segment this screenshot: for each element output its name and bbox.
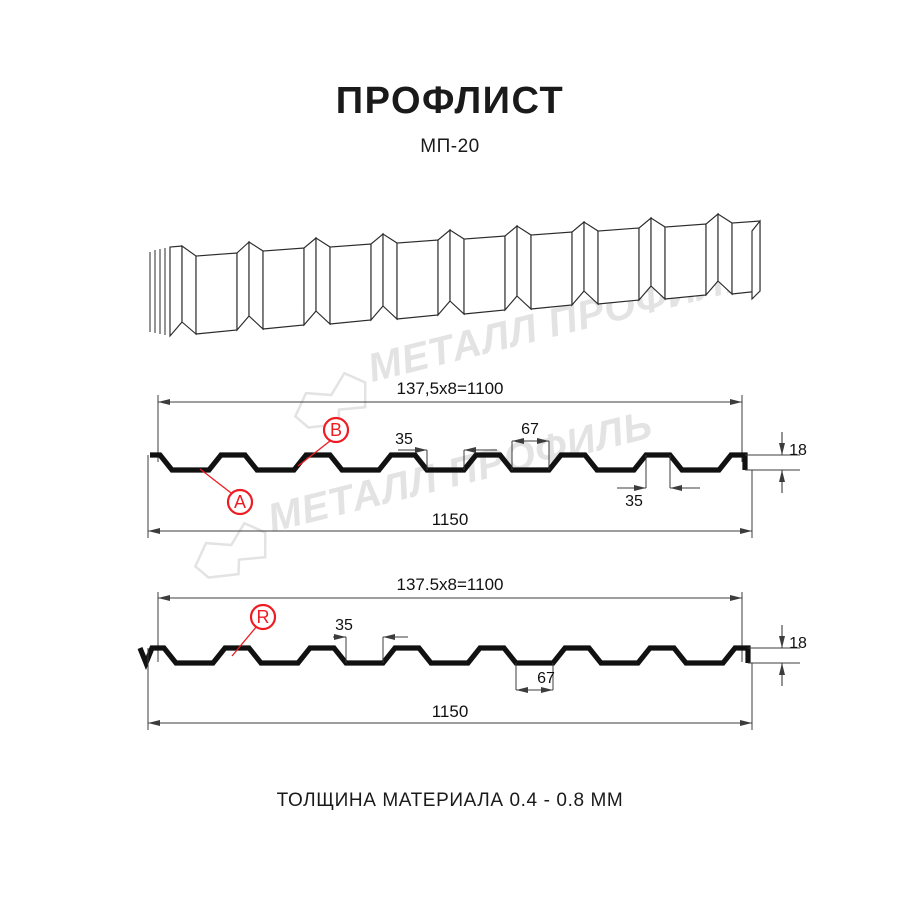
dim-pitch-total-a: 137,5x8=1100 bbox=[157, 379, 743, 462]
profile-waveform-r bbox=[137, 645, 751, 671]
dim-label-overall-a: 1150 bbox=[432, 510, 469, 529]
iso-rib bbox=[449, 228, 465, 316]
dim-label-valley-a: 67 bbox=[521, 421, 539, 438]
dim-label-height-a: 18 bbox=[789, 442, 807, 459]
iso-rib bbox=[262, 247, 305, 330]
dim-label-rib-top-r: 35 bbox=[335, 617, 353, 634]
page-title: ПРОФЛИСТ bbox=[335, 80, 565, 122]
marker-r-label: R bbox=[257, 607, 270, 627]
dim-overall-a: 1150 bbox=[147, 455, 753, 538]
marker-b-group: B bbox=[297, 416, 350, 467]
iso-rib bbox=[664, 223, 707, 300]
iso-rib bbox=[571, 220, 585, 307]
iso-rib bbox=[638, 216, 652, 302]
iso-rib bbox=[717, 212, 733, 296]
dim-label-pitch-total: 137,5x8=1100 bbox=[397, 379, 504, 398]
iso-rib bbox=[583, 220, 599, 306]
iso-rib bbox=[463, 235, 506, 315]
iso-rib bbox=[169, 245, 183, 338]
iso-rib bbox=[650, 216, 666, 301]
dim-label-height-r: 18 bbox=[789, 635, 807, 652]
iso-rib bbox=[236, 240, 250, 332]
iso-end-face bbox=[751, 219, 761, 301]
iso-rib bbox=[530, 231, 573, 310]
dim-overall-r: 1150 bbox=[147, 648, 753, 730]
view-r-group: 137.5x8=1100 R 35 bbox=[137, 575, 807, 730]
page-subtitle: МП-20 bbox=[420, 135, 480, 157]
dim-label-valley-r: 67 bbox=[537, 670, 555, 687]
iso-rib bbox=[303, 236, 317, 327]
watermark-middle: МЕТАЛЛ ПРОФИЛЬ bbox=[193, 403, 657, 579]
dim-label-rib-top-a: 35 bbox=[395, 431, 413, 448]
dim-label-rib-top-a-2: 35 bbox=[625, 493, 643, 510]
iso-rib bbox=[516, 224, 532, 311]
dim-pitch-total-r: 137.5x8=1100 bbox=[157, 575, 743, 662]
iso-rib bbox=[705, 212, 719, 297]
marker-r-circle bbox=[249, 603, 277, 631]
dim-rib-top-a: 35 bbox=[395, 431, 497, 470]
dim-label-pitch-total-r: 137.5x8=1100 bbox=[397, 575, 504, 594]
marker-b-circle bbox=[322, 416, 350, 444]
iso-rib bbox=[329, 243, 372, 325]
iso-rib bbox=[248, 240, 264, 331]
footer-block: ТОЛЩИНА МАТЕРИАЛА 0.4 - 0.8 ММ bbox=[0, 790, 900, 812]
iso-rib bbox=[315, 236, 331, 326]
dim-height-r: 18 bbox=[748, 625, 807, 686]
dim-height-a: 18 bbox=[745, 432, 807, 493]
iso-rib bbox=[181, 244, 197, 336]
marker-a-group: A bbox=[199, 468, 254, 516]
iso-rib bbox=[370, 232, 384, 322]
marker-r-group: R bbox=[231, 603, 277, 657]
dim-rib-top-r: 35 bbox=[333, 617, 408, 663]
dim-valley-a: 67 bbox=[511, 421, 550, 470]
dim-label-overall-r: 1150 bbox=[432, 702, 469, 721]
material-thickness-note: ТОЛЩИНА МАТЕРИАЛА 0.4 - 0.8 ММ bbox=[276, 790, 624, 811]
iso-rib bbox=[437, 228, 451, 317]
iso-rib bbox=[597, 227, 640, 305]
iso-rib bbox=[396, 239, 439, 320]
dim-rib-top-a-2: 35 bbox=[617, 455, 700, 510]
marker-b-label: B bbox=[330, 420, 342, 440]
marker-a-circle bbox=[226, 488, 254, 516]
view-a-group: 137,5x8=1100 A B bbox=[147, 379, 807, 538]
iso-rib bbox=[382, 232, 398, 321]
iso-left-edge bbox=[149, 247, 171, 336]
dim-valley-r: 67 bbox=[515, 663, 555, 693]
marker-a-label: A bbox=[234, 492, 246, 512]
iso-rib bbox=[504, 224, 518, 312]
iso-rib bbox=[195, 252, 238, 335]
metal-profile-logo-icon bbox=[193, 521, 267, 579]
title-block: ПРОФЛИСТ МП-20 bbox=[0, 80, 900, 158]
isometric-view bbox=[149, 212, 761, 338]
metal-profile-logo-icon bbox=[293, 371, 367, 429]
